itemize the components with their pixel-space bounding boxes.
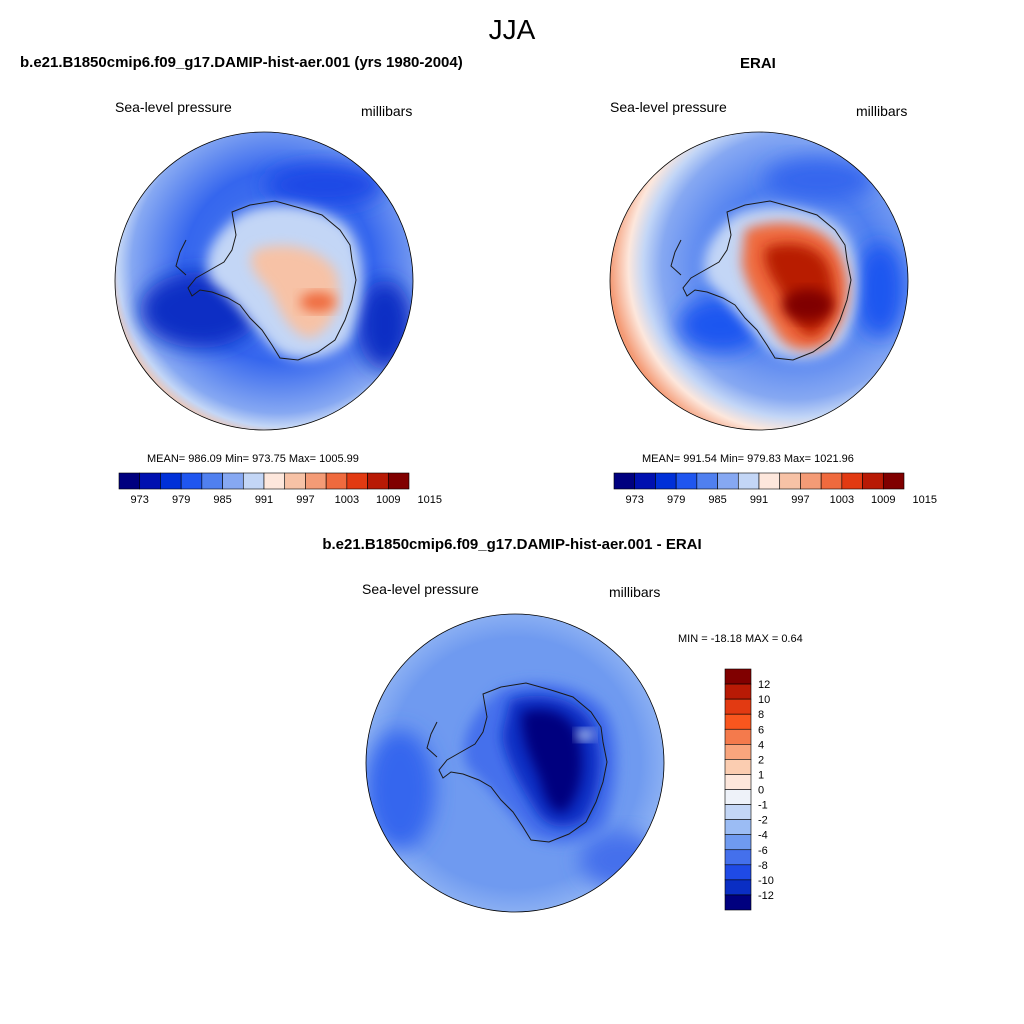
diff-map [366, 614, 664, 912]
erai-colorbar-tick-label: 991 [750, 494, 768, 506]
erai-colorbar-box [820, 472, 843, 490]
diff-colorbar-box [724, 879, 752, 896]
diff-colorbar-box [724, 728, 752, 745]
model-colorbar-box [201, 472, 223, 490]
model-colorbar-box [160, 472, 182, 490]
diff-colorbar-tick-label: -1 [758, 800, 768, 812]
erai-colorbar-box [800, 472, 822, 490]
diff-colorbar-tick-label: -6 [758, 845, 768, 857]
model-colorbar-tick-label: 1015 [417, 494, 441, 506]
erai-panel-title: ERAI [740, 55, 776, 72]
erai-colorbar-tick-label: 1015 [912, 494, 936, 506]
erai-colorbar-tick-label: 997 [791, 494, 809, 506]
diff-map-border [365, 613, 665, 913]
diff-colorbar-tick-label: 10 [758, 694, 770, 706]
erai-colorbar-box [655, 472, 677, 490]
diff-colorbar-box [724, 789, 752, 805]
model-colorbar-box [180, 472, 203, 490]
erai-colorbar-box [841, 472, 863, 490]
model-panel-title: b.e21.B1850cmip6.f09_g17.DAMIP-hist-aer.… [20, 54, 463, 71]
diff-colorbar-box [724, 713, 752, 730]
diff-colorbar-tick-label: -2 [758, 815, 768, 827]
model-colorbar-box [325, 472, 348, 490]
erai-colorbar-box [634, 472, 656, 490]
diff-colorbar-tick-label: -12 [758, 890, 774, 902]
erai-units-label: millibars [856, 103, 908, 119]
diff-units-label: millibars [609, 584, 661, 600]
diff-colorbar-tick-label: 8 [758, 709, 764, 721]
model-colorbar-box [118, 472, 141, 490]
erai-colorbar-tick-label: 1003 [830, 494, 854, 506]
model-units-label: millibars [361, 103, 413, 119]
erai-colorbar-tick-label: 1009 [871, 494, 895, 506]
model-colorbar-tick-label: 997 [296, 494, 314, 506]
erai-colorbar-box [862, 472, 884, 490]
model-colorbar-box [367, 472, 389, 490]
diff-colorbar-box [724, 668, 752, 685]
figure-title: JJA [488, 14, 536, 45]
erai-colorbar-box [717, 472, 739, 490]
diff-stats: MIN = -18.18 MAX = 0.64 [678, 633, 803, 645]
diff-colorbar-box [724, 744, 752, 760]
erai-colorbar-tick-label: 973 [626, 494, 644, 506]
erai-colorbar-box [779, 472, 801, 490]
diff-colorbar-box [724, 894, 752, 911]
model-colorbar-tick-label: 991 [255, 494, 273, 506]
model-colorbar-box [305, 472, 327, 490]
diff-colorbar-tick-label: 1 [758, 769, 764, 781]
model-colorbar-box [387, 472, 410, 490]
diff-colorbar-box [724, 849, 752, 866]
diff-colorbar-box [724, 819, 752, 835]
erai-colorbar-tick-label: 979 [667, 494, 685, 506]
model-map [115, 132, 413, 430]
diff-colorbar-tick-label: 4 [758, 739, 764, 751]
erai-map-border [609, 131, 909, 431]
model-colorbar-box [222, 472, 244, 490]
diff-colorbar-box [724, 834, 752, 851]
erai-colorbar-box [882, 472, 905, 490]
diff-colorbar-box [724, 683, 752, 700]
diff-panel-title: b.e21.B1850cmip6.f09_g17.DAMIP-hist-aer.… [322, 536, 702, 553]
model-colorbar-tick-label: 985 [213, 494, 231, 506]
model-colorbar-box [346, 472, 368, 490]
model-colorbar-box [284, 472, 306, 490]
diff-colorbar-tick-label: -8 [758, 860, 768, 872]
model-colorbar-tick-label: 1003 [335, 494, 359, 506]
model-colorbar: 973 979 985 991 997 1003 1009 1015 [118, 472, 442, 506]
erai-map [610, 132, 908, 430]
erai-stats: MEAN= 991.54 Min= 979.83 Max= 1021.96 [642, 453, 854, 465]
model-colorbar-box [263, 472, 286, 490]
diff-colorbar-tick-label: -4 [758, 830, 768, 842]
erai-colorbar-box [737, 472, 760, 490]
model-colorbar-tick-label: 979 [172, 494, 190, 506]
diff-colorbar-box [724, 759, 752, 775]
diff-colorbar-tick-label: -10 [758, 875, 774, 887]
diff-colorbar-box [724, 804, 752, 820]
erai-colorbar-box [696, 472, 718, 490]
erai-colorbar-box [675, 472, 698, 490]
erai-colorbar-box [758, 472, 781, 490]
diff-colorbar-tick-label: 2 [758, 754, 764, 766]
diff-colorbar-tick-label: 6 [758, 724, 764, 736]
model-stats: MEAN= 986.09 Min= 973.75 Max= 1005.99 [147, 453, 359, 465]
diff-colorbar-box [724, 774, 752, 790]
erai-colorbar-tick-label: 985 [708, 494, 726, 506]
model-colorbar-box [242, 472, 265, 490]
model-colorbar-tick-label: 1009 [376, 494, 400, 506]
diff-colorbar-box [724, 698, 752, 715]
diff-colorbar-tick-label: 0 [758, 785, 764, 797]
diff-colorbar-box [724, 864, 752, 881]
model-map-border [114, 131, 414, 431]
model-variable-label: Sea-level pressure [115, 99, 232, 115]
model-colorbar-box [139, 472, 161, 490]
diff-variable-label: Sea-level pressure [362, 581, 479, 597]
erai-colorbar: 973 979 985 991 997 1003 1009 1015 [613, 472, 937, 506]
erai-colorbar-box [613, 472, 636, 490]
model-colorbar-tick-label: 973 [131, 494, 149, 506]
erai-variable-label: Sea-level pressure [610, 99, 727, 115]
diff-colorbar-tick-label: 12 [758, 679, 770, 691]
